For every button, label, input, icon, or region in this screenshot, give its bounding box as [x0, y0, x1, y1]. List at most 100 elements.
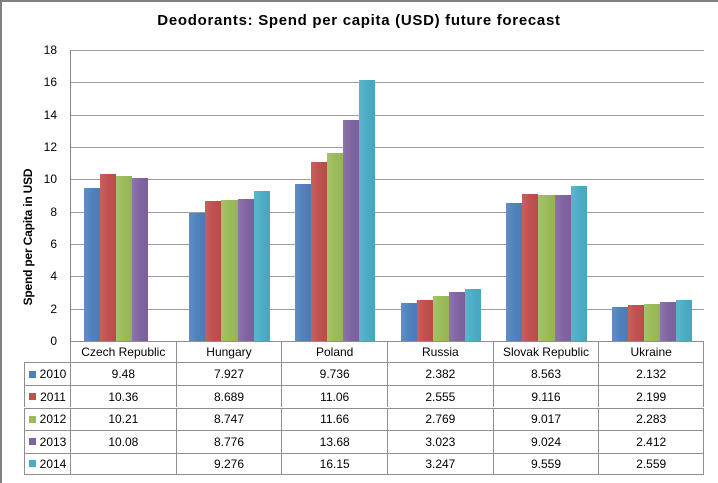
- table-header-russia: Russia: [387, 341, 493, 363]
- table-value-2014-russia: 3.247: [387, 452, 493, 476]
- legend-year-label-2012: 2012: [39, 412, 67, 427]
- grid-line-y-12: [71, 147, 704, 148]
- grid-line-y-6: [71, 244, 704, 245]
- legend-swatch-2011: [29, 393, 37, 401]
- bar-2014-russia: [464, 288, 481, 341]
- bar-2012-hungary: [221, 199, 238, 341]
- table-value-2011-russia: 2.555: [387, 384, 493, 408]
- legend-cell-2013: 2013: [24, 430, 70, 453]
- y-tick-label-18: 18: [43, 43, 57, 57]
- legend-cell-2011: 2011: [24, 384, 70, 408]
- legend-cell-2012: 2012: [24, 407, 70, 431]
- grid-line-y-16: [71, 82, 704, 84]
- bar-2011-poland: [311, 162, 328, 341]
- bar-2011-ukraine: [628, 305, 645, 341]
- bar-2011-czech-republic: [99, 173, 116, 341]
- table-value-2011-poland: 11.06: [281, 384, 387, 408]
- table-value-2014-hungary: 9.276: [175, 452, 282, 476]
- table-header-slovak-republic: Slovak Republic: [492, 341, 599, 363]
- bar-2011-hungary: [205, 200, 222, 341]
- table-value-2013-russia: 3.023: [387, 430, 493, 453]
- plot-area: [70, 50, 704, 341]
- bar-2013-hungary: [237, 199, 254, 341]
- bar-2013-poland: [343, 119, 360, 341]
- y-tick-label-8: 8: [50, 204, 57, 219]
- bar-2010-russia: [400, 302, 417, 341]
- bar-2010-ukraine: [612, 306, 629, 341]
- bar-2014-hungary: [253, 191, 270, 341]
- bar-2014-slovak-republic: [570, 186, 587, 341]
- y-axis-line: [71, 50, 72, 341]
- bar-2013-ukraine: [660, 302, 677, 341]
- table-value-2014-czech-republic: [70, 452, 176, 476]
- table-value-2012-ukraine: 2.283: [598, 407, 704, 431]
- legend-year-label-2011: 2011: [40, 389, 66, 404]
- bar-2014-poland: [359, 79, 376, 341]
- table-value-2014-slovak-republic: 9.559: [492, 452, 599, 476]
- bar-2013-russia: [448, 292, 465, 341]
- bar-2010-poland: [295, 183, 312, 341]
- legend-swatch-2013: [28, 438, 36, 446]
- bar-2010-slovak-republic: [506, 202, 523, 341]
- grid-line-y-2: [71, 308, 704, 310]
- table-value-2013-hungary: 8.776: [175, 430, 282, 453]
- legend-year-label-2014: 2014: [39, 456, 67, 471]
- table-header-hungary: Hungary: [175, 341, 282, 363]
- table-value-2010-czech-republic: 9.48: [70, 362, 176, 385]
- bar-2012-poland: [327, 152, 344, 341]
- table-value-2013-slovak-republic: 9.024: [492, 430, 599, 453]
- table-value-2014-ukraine: 2.559: [598, 452, 704, 476]
- bar-2011-russia: [416, 299, 433, 341]
- bar-2010-czech-republic: [83, 187, 100, 341]
- bar-2013-slovak-republic: [554, 195, 571, 341]
- bar-2013-czech-republic: [131, 178, 148, 341]
- table-header-poland: Poland: [281, 341, 387, 363]
- table-header-czech-republic: Czech Republic: [70, 341, 176, 363]
- legend-cell-2010: 2010: [24, 362, 70, 385]
- bar-2012-ukraine: [644, 304, 661, 341]
- table-value-2012-poland: 11.66: [281, 407, 387, 431]
- legend-swatch-2010: [28, 370, 36, 378]
- table-value-2013-czech-republic: 10.08: [70, 430, 176, 453]
- y-tick-label-2: 2: [50, 301, 57, 316]
- y-tick-label-12: 12: [43, 140, 57, 154]
- bar-2012-czech-republic: [115, 175, 132, 341]
- bar-2012-slovak-republic: [538, 195, 555, 341]
- legend-swatch-2012: [28, 415, 36, 423]
- legend-year-label-2010: 2010: [39, 367, 67, 382]
- table-value-2012-czech-republic: 10.21: [70, 407, 176, 431]
- legend-year-label-2013: 2013: [39, 434, 67, 449]
- grid-line-y-14: [71, 114, 704, 116]
- table-value-2014-poland: 16.15: [281, 452, 387, 476]
- grid-line-y-4: [71, 276, 704, 278]
- y-tick-label-14: 14: [43, 107, 57, 122]
- legend-cell-2014: 2014: [24, 452, 70, 476]
- bar-2010-hungary: [189, 212, 206, 341]
- table-value-2013-ukraine: 2.412: [598, 430, 704, 453]
- y-tick-label-16: 16: [43, 75, 57, 90]
- chart-frame-border-left: [0, 0, 2, 483]
- y-tick-label-6: 6: [50, 237, 57, 251]
- chart-frame-border-top: [0, 0, 718, 2]
- table-value-2011-hungary: 8.689: [175, 384, 282, 408]
- table-value-2011-slovak-republic: 9.116: [492, 384, 599, 408]
- y-tick-label-0: 0: [50, 334, 57, 348]
- table-value-2012-russia: 2.769: [387, 407, 493, 431]
- table-value-2012-hungary: 8.747: [175, 407, 282, 431]
- grid-line-y-18: [71, 50, 704, 51]
- grid-line-y-10: [71, 179, 704, 181]
- bar-2011-slovak-republic: [522, 193, 539, 341]
- legend-swatch-2014: [28, 460, 36, 468]
- table-value-2010-ukraine: 2.132: [598, 362, 704, 385]
- table-value-2010-slovak-republic: 8.563: [492, 362, 599, 385]
- table-value-2013-poland: 13.68: [281, 430, 387, 453]
- table-value-2010-poland: 9.736: [281, 362, 387, 385]
- grid-line-y-8: [71, 211, 704, 213]
- chart-title: Deodorants: Spend per capita (USD) futur…: [157, 12, 561, 29]
- table-value-2012-slovak-republic: 9.017: [492, 407, 599, 431]
- bar-2014-ukraine: [676, 299, 693, 341]
- table-header-ukraine: Ukraine: [598, 341, 704, 363]
- table-value-2010-hungary: 7.927: [175, 362, 282, 385]
- table-value-2011-czech-republic: 10.36: [70, 384, 176, 408]
